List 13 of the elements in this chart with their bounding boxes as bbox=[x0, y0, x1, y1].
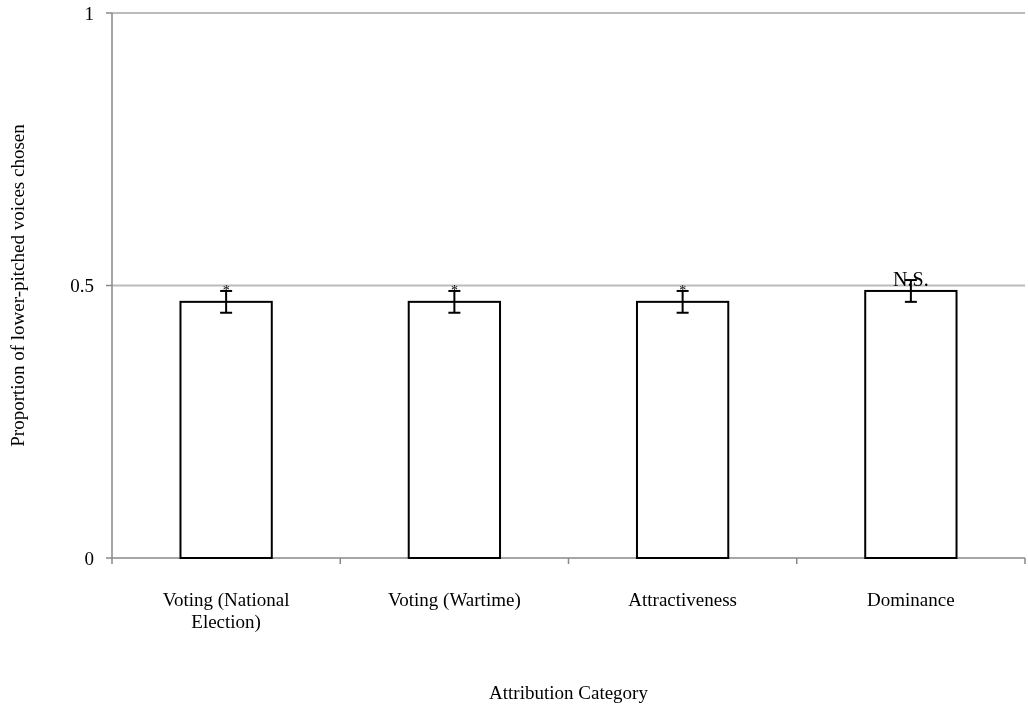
y-tick-label: 0 bbox=[84, 547, 94, 569]
annotation: * bbox=[679, 283, 687, 299]
y-tick-label: 0.5 bbox=[70, 275, 94, 297]
x-axis-title: Attribution Category bbox=[489, 682, 649, 703]
annotation: * bbox=[450, 283, 458, 299]
annotation: * bbox=[222, 283, 230, 299]
x-tick-label: Voting (Wartime) bbox=[388, 589, 521, 611]
x-tick-label: Attractiveness bbox=[628, 589, 737, 610]
y-tick-label: 1 bbox=[84, 2, 94, 24]
annotation: N.S. bbox=[893, 268, 929, 291]
y-axis-title: Proportion of lower-pitched voices chosen bbox=[7, 123, 28, 447]
x-tick-label: Voting (National Election) bbox=[162, 589, 290, 633]
x-tick-label: Dominance bbox=[867, 589, 955, 610]
